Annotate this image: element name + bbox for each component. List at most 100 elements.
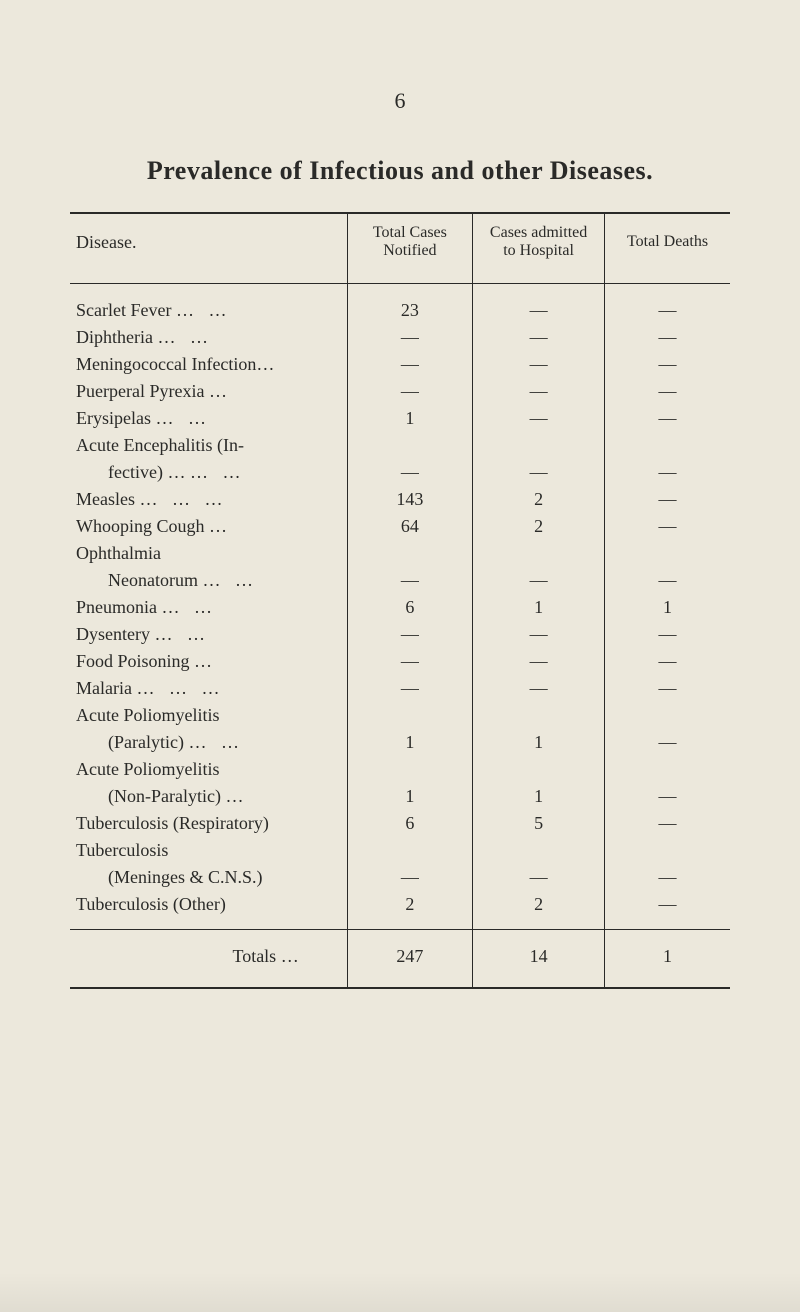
disease-label: Whooping Cough … [70, 513, 347, 540]
cell-total-cases: 23 [347, 283, 472, 324]
table-row: Meningococcal Infection…——— [70, 351, 730, 378]
cell-total-deaths: — [605, 621, 730, 648]
disease-label: (Non-Paralytic) … [70, 783, 347, 810]
cell-cases-admitted: 5 [473, 810, 605, 837]
table-row: Food Poisoning …——— [70, 648, 730, 675]
table-row: Tuberculosis (Other)22— [70, 891, 730, 930]
table-row: Neonatorum … …——— [70, 567, 730, 594]
cell-total-deaths: — [605, 567, 730, 594]
totals-cases: 247 [347, 929, 472, 988]
cell-total-deaths: — [605, 675, 730, 702]
cell-total-cases [347, 702, 472, 729]
cell-cases-admitted: — [473, 459, 605, 486]
disease-label: Measles … … … [70, 486, 347, 513]
totals-admitted: 14 [473, 929, 605, 988]
table-row: Acute Encephalitis (In- [70, 432, 730, 459]
cell-total-cases [347, 756, 472, 783]
cell-total-deaths: — [605, 729, 730, 756]
disease-label: Scarlet Fever … … [70, 283, 347, 324]
cell-total-deaths: — [605, 283, 730, 324]
page-title: Prevalence of Infectious and other Disea… [70, 156, 730, 186]
table-row: fective) … … …——— [70, 459, 730, 486]
cell-cases-admitted [473, 756, 605, 783]
header-total-cases-l2: Notified [383, 242, 436, 259]
disease-label: Acute Encephalitis (In- [70, 432, 347, 459]
cell-total-deaths: — [605, 486, 730, 513]
cell-total-cases [347, 432, 472, 459]
cell-total-deaths [605, 837, 730, 864]
header-admitted-l1: Cases admitted [490, 224, 587, 241]
cell-total-cases: — [347, 621, 472, 648]
disease-label: Dysentery … … [70, 621, 347, 648]
cell-cases-admitted: — [473, 324, 605, 351]
header-total-cases-l1: Total Cases [373, 224, 447, 241]
cell-total-deaths: — [605, 891, 730, 930]
disease-label: Diphtheria … … [70, 324, 347, 351]
totals-label: Totals … [70, 929, 347, 988]
cell-total-cases: — [347, 378, 472, 405]
cell-total-deaths: — [605, 783, 730, 810]
cell-cases-admitted: — [473, 675, 605, 702]
cell-cases-admitted: — [473, 283, 605, 324]
cell-total-cases: 1 [347, 405, 472, 432]
cell-total-cases: — [347, 648, 472, 675]
table-row: Whooping Cough …642— [70, 513, 730, 540]
cell-cases-admitted: 1 [473, 594, 605, 621]
column-header-cases-admitted: Cases admitted to Hospital [473, 213, 605, 283]
cell-total-deaths: — [605, 513, 730, 540]
cell-total-deaths: — [605, 459, 730, 486]
disease-label: Food Poisoning … [70, 648, 347, 675]
column-header-total-cases: Total Cases Notified [347, 213, 472, 283]
cell-total-cases [347, 540, 472, 567]
table-row: (Paralytic) … …11— [70, 729, 730, 756]
cell-total-cases: — [347, 459, 472, 486]
table-row: (Meninges & C.N.S.)——— [70, 864, 730, 891]
cell-total-cases: 6 [347, 594, 472, 621]
cell-cases-admitted: — [473, 621, 605, 648]
page-number: 6 [70, 88, 730, 114]
cell-cases-admitted: — [473, 351, 605, 378]
disease-label: Meningococcal Infection… [70, 351, 347, 378]
cell-cases-admitted: — [473, 567, 605, 594]
cell-cases-admitted: 2 [473, 486, 605, 513]
cell-total-cases [347, 837, 472, 864]
disease-label: (Meninges & C.N.S.) [70, 864, 347, 891]
cell-total-deaths: 1 [605, 594, 730, 621]
column-header-disease: Disease. [70, 213, 347, 283]
cell-total-deaths [605, 540, 730, 567]
cell-cases-admitted: — [473, 864, 605, 891]
cell-cases-admitted: 1 [473, 783, 605, 810]
cell-total-deaths: — [605, 378, 730, 405]
disease-label: Malaria … … … [70, 675, 347, 702]
table-row: Malaria … … …——— [70, 675, 730, 702]
cell-total-cases: — [347, 864, 472, 891]
table-row: Dysentery … …——— [70, 621, 730, 648]
disease-label: (Paralytic) … … [70, 729, 347, 756]
cell-total-deaths: — [605, 648, 730, 675]
disease-label: Tuberculosis [70, 837, 347, 864]
cell-total-cases: — [347, 675, 472, 702]
cell-cases-admitted [473, 540, 605, 567]
cell-total-deaths: — [605, 864, 730, 891]
cell-total-cases: 1 [347, 783, 472, 810]
disease-label: Puerperal Pyrexia … [70, 378, 347, 405]
cell-total-cases: — [347, 324, 472, 351]
cell-total-deaths: — [605, 810, 730, 837]
cell-cases-admitted [473, 702, 605, 729]
cell-cases-admitted: 2 [473, 891, 605, 930]
column-header-total-deaths: Total Deaths [605, 213, 730, 283]
cell-cases-admitted: 1 [473, 729, 605, 756]
table-row: Tuberculosis [70, 837, 730, 864]
disease-label: Acute Poliomyelitis [70, 702, 347, 729]
cell-cases-admitted: 2 [473, 513, 605, 540]
table-row: Scarlet Fever … …23—— [70, 283, 730, 324]
disease-label: Tuberculosis (Respiratory) [70, 810, 347, 837]
table-row: Ophthalmia [70, 540, 730, 567]
disease-label: Neonatorum … … [70, 567, 347, 594]
table-row: Acute Poliomyelitis [70, 756, 730, 783]
disease-label: Tuberculosis (Other) [70, 891, 347, 930]
table-row: Tuberculosis (Respiratory)65— [70, 810, 730, 837]
cell-total-cases: 143 [347, 486, 472, 513]
cell-total-cases: — [347, 351, 472, 378]
table-row: Puerperal Pyrexia …——— [70, 378, 730, 405]
